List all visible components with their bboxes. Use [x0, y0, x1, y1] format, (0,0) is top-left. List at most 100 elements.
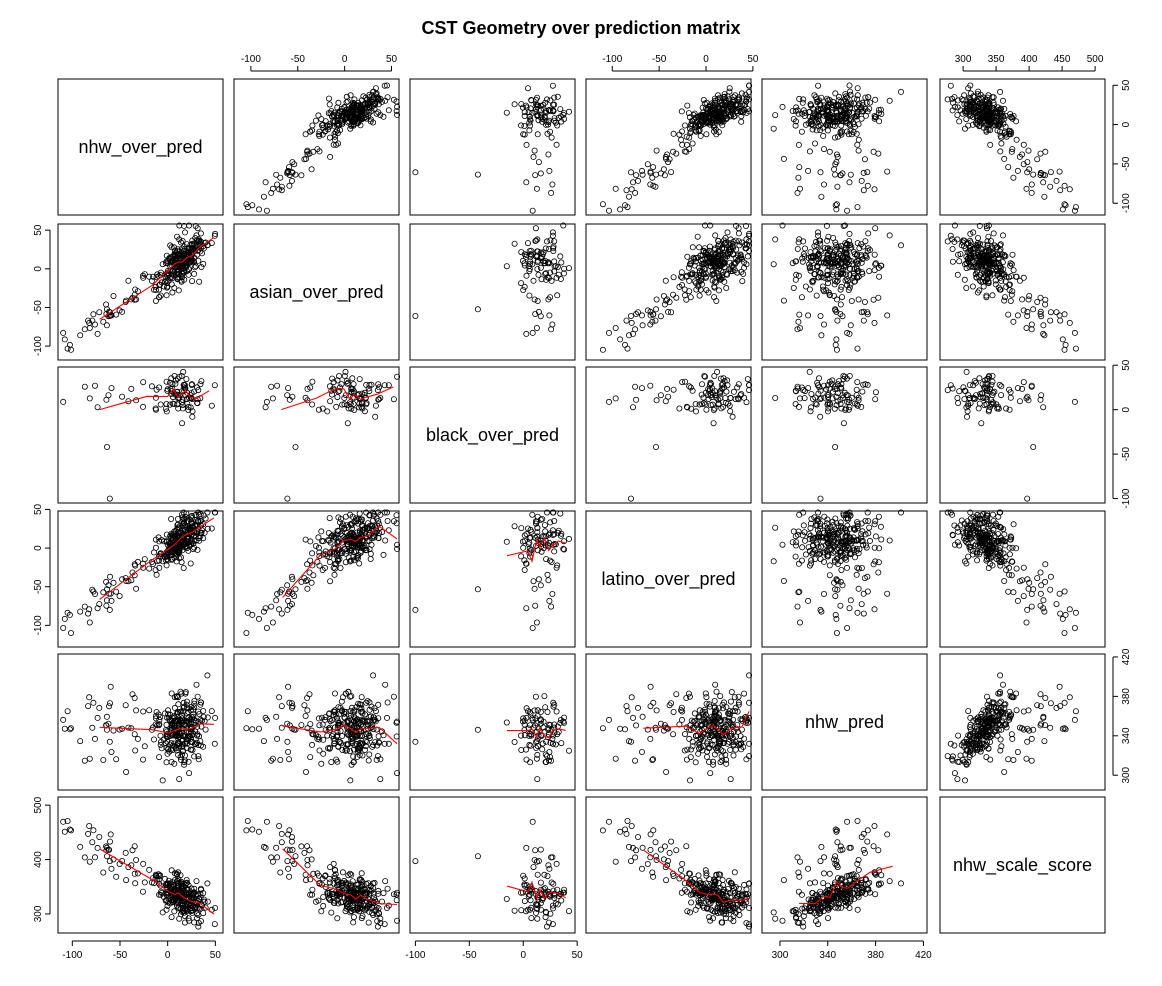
data-point	[1072, 609, 1079, 616]
data-point	[955, 399, 962, 406]
data-point	[543, 121, 550, 128]
data-point	[871, 186, 878, 193]
data-point	[794, 107, 801, 114]
data-point	[529, 329, 536, 336]
data-point	[327, 578, 334, 585]
data-point	[181, 243, 188, 250]
data-point	[146, 273, 153, 280]
data-point	[307, 128, 314, 135]
data-point	[662, 277, 669, 284]
data-point	[639, 312, 646, 319]
data-point	[274, 382, 281, 389]
data-point	[809, 126, 816, 133]
data-point	[1061, 311, 1068, 318]
data-point	[197, 230, 204, 237]
data-point	[363, 381, 370, 388]
data-point	[1010, 318, 1017, 325]
data-point	[412, 169, 419, 176]
data-point	[521, 113, 528, 120]
data-point	[802, 388, 809, 395]
data-point	[801, 113, 808, 120]
data-point	[723, 116, 730, 123]
data-point	[561, 116, 568, 123]
variable-label-latino_over_pred: latino_over_pred	[601, 569, 735, 590]
data-point	[554, 263, 561, 270]
data-point	[808, 404, 815, 411]
data-point	[805, 385, 812, 392]
data-point	[837, 602, 844, 609]
data-point	[523, 253, 530, 260]
data-point	[626, 332, 633, 339]
data-point	[635, 309, 642, 316]
data-point	[985, 112, 992, 119]
data-point	[871, 267, 878, 274]
panel-frame	[939, 366, 1106, 504]
data-point	[872, 533, 879, 540]
data-point	[997, 88, 1004, 95]
data-point	[81, 757, 88, 764]
data-point	[260, 738, 267, 745]
data-point	[176, 776, 183, 783]
data-point	[243, 725, 250, 732]
data-point	[790, 116, 797, 123]
data-point	[860, 187, 867, 194]
data-point	[208, 708, 215, 715]
data-point	[1013, 136, 1020, 143]
data-point	[947, 82, 954, 89]
data-point	[886, 97, 893, 104]
data-point	[696, 292, 703, 299]
data-point	[989, 378, 996, 385]
data-point	[527, 117, 534, 124]
data-point	[975, 405, 982, 412]
data-point	[975, 234, 982, 241]
data-point	[832, 171, 839, 178]
data-point	[103, 301, 110, 308]
data-point	[185, 271, 192, 278]
data-point	[735, 381, 742, 388]
data-point	[996, 128, 1003, 135]
data-point	[860, 610, 867, 617]
data-point	[649, 318, 656, 325]
data-point	[511, 101, 518, 108]
data-point	[326, 134, 333, 141]
data-point	[1062, 341, 1069, 348]
data-point	[700, 394, 707, 401]
data-point	[735, 230, 742, 237]
data-point	[661, 172, 668, 179]
data-point	[545, 577, 552, 584]
data-point	[1047, 586, 1054, 593]
data-point	[113, 311, 120, 318]
data-point	[1061, 630, 1068, 637]
data-point	[375, 109, 382, 116]
data-point	[1020, 593, 1027, 600]
data-point	[1053, 601, 1060, 608]
data-point	[795, 141, 802, 148]
data-point	[850, 129, 857, 136]
variable-label-asian_over_pred: asian_over_pred	[249, 282, 383, 303]
data-point	[1034, 156, 1041, 163]
data-point	[612, 185, 619, 192]
data-point	[837, 128, 844, 135]
data-point	[744, 376, 751, 383]
data-point	[511, 240, 518, 247]
data-point	[951, 94, 958, 101]
data-point	[827, 100, 834, 107]
data-point	[157, 292, 164, 299]
smoother-line	[506, 536, 566, 564]
data-point	[537, 170, 544, 177]
data-point	[1023, 619, 1030, 626]
data-point	[846, 605, 853, 612]
data-point	[644, 161, 651, 168]
data-point	[962, 109, 969, 116]
data-point	[1057, 317, 1064, 324]
data-point	[1028, 603, 1035, 610]
data-point	[871, 251, 878, 258]
data-point	[859, 102, 866, 109]
data-point	[208, 402, 215, 409]
data-point	[693, 255, 700, 262]
data-point	[554, 292, 561, 299]
data-point	[670, 386, 677, 393]
data-point	[628, 169, 635, 176]
data-point	[549, 82, 556, 89]
data-point	[86, 395, 93, 402]
